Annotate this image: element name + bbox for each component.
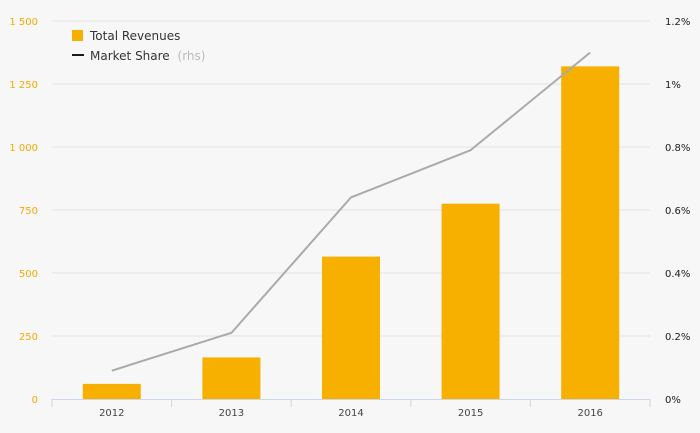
x-tick-label: 2016 bbox=[577, 408, 602, 419]
bars bbox=[82, 66, 620, 400]
bar bbox=[441, 203, 500, 399]
bar bbox=[202, 357, 261, 399]
y-right-tick-label: 0.4% bbox=[665, 269, 690, 280]
legend-label-market-share-suffix: (rhs) bbox=[178, 49, 206, 63]
legend-swatch-total-revenues bbox=[72, 30, 83, 41]
bar bbox=[561, 66, 620, 400]
y-right-tick-label: 0.6% bbox=[665, 206, 690, 217]
y-right-tick-label: 0.8% bbox=[665, 143, 690, 154]
y-left-tick-label: 1 500 bbox=[9, 17, 38, 28]
y-right-tick-label: 0% bbox=[665, 395, 681, 406]
bar bbox=[82, 383, 141, 399]
y-left-tick-label: 0 bbox=[32, 395, 38, 406]
legend: Total Revenues Market Share (rhs) bbox=[72, 29, 205, 63]
x-tick-label: 2014 bbox=[338, 408, 363, 419]
legend-label-market-share-main: Market Share bbox=[90, 49, 170, 63]
line-series bbox=[111, 51, 591, 372]
axes: 0 250 500 750 1 000 1 250 1 500 0% 0.2% 0.4% 0.6% 0… bbox=[9, 17, 690, 419]
legend-label-total-revenues: Total Revenues bbox=[89, 29, 180, 43]
legend-label-market-share: Market Share (rhs) bbox=[90, 49, 205, 63]
y-left-tick-label: 1 250 bbox=[9, 80, 38, 91]
gridlines bbox=[52, 20, 650, 337]
bar bbox=[322, 256, 380, 399]
x-tick-label: 2012 bbox=[99, 408, 124, 419]
y-right-tick-label: 1.2% bbox=[665, 17, 690, 28]
x-tick-label: 2015 bbox=[458, 408, 483, 419]
y-left-tick-label: 500 bbox=[19, 269, 38, 280]
y-left-tick-label: 750 bbox=[19, 206, 38, 217]
y-left-tick-label: 1 000 bbox=[9, 143, 38, 154]
x-tick-label: 2013 bbox=[219, 408, 244, 419]
y-right-tick-label: 1% bbox=[665, 80, 681, 91]
y-right-tick-label: 0.2% bbox=[665, 332, 690, 343]
y-left-tick-label: 250 bbox=[19, 332, 38, 343]
